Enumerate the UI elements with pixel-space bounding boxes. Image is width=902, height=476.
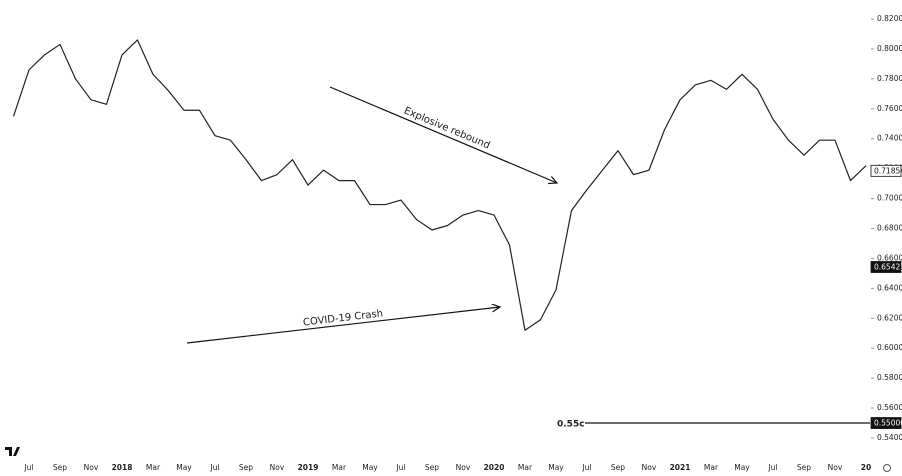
price-tag [870,261,902,273]
price-tag-label: 0.65427 [874,263,902,272]
x-tick-label: 2021 [670,463,691,472]
x-tick-label: Jul [581,463,591,472]
x-tick-label: Sep [797,463,811,472]
x-tick-label: Nov [270,463,285,472]
price-tag-label: 0.71854 [874,166,902,175]
x-tick-label: Jul [395,463,405,472]
x-tick-label: May [362,463,378,472]
level-label: 0.55c [557,420,585,430]
x-tick-label: Mar [518,463,533,472]
x-tick-label: 20 [861,463,871,472]
x-tick-label: 2020 [484,463,505,472]
x-tick-label: Jul [767,463,777,472]
price-tag [870,417,902,429]
x-tick-label: Nov [84,463,99,472]
x-tick-label: Sep [425,463,439,472]
x-tick-label: May [548,463,564,472]
x-tick-label: Jul [23,463,33,472]
x-tick-label: 2018 [112,463,133,472]
x-tick-label: May [176,463,192,472]
y-tick-label: 0.54000 [877,433,902,442]
x-tick-label: Mar [332,463,347,472]
x-tick-label: Nov [828,463,843,472]
x-tick-label: Jul [209,463,219,472]
price-line [12,39,867,331]
x-tick-label: Mar [704,463,719,472]
x-tick-label: Nov [642,463,657,472]
x-tick-label: May [734,463,750,472]
x-tick-label: Sep [611,463,625,472]
price-tag-label: 0.55000 [874,419,902,428]
x-tick-label: Sep [239,463,253,472]
arrow [329,86,557,183]
settings-icon[interactable] [883,464,891,472]
x-tick-label: 2019 [298,463,319,472]
price-tag [870,164,902,177]
x-tick-label: Mar [146,463,161,472]
x-tick-label: Nov [456,463,471,472]
tradingview-logo [5,447,20,456]
x-tick-label: Sep [53,463,67,472]
arrow [186,307,500,344]
